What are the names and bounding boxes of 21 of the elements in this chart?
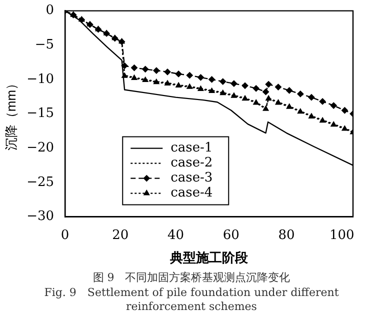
y-tick-label: −30 xyxy=(26,209,54,224)
legend-label: case-2 xyxy=(170,156,213,171)
y-tick-label: −25 xyxy=(26,174,54,190)
x-tick-label: 0 xyxy=(60,228,70,243)
y-axis-title: 沉降（mm） xyxy=(3,76,18,151)
y-tick-label: −10 xyxy=(26,72,54,87)
y-tick-label: 0 xyxy=(46,3,54,18)
x-tick-label: 60 xyxy=(222,228,240,243)
x-tick-label: 100 xyxy=(330,228,354,243)
x-tick-label: 80 xyxy=(278,228,295,243)
x-axis-title: 典型施工阶段 xyxy=(169,250,250,265)
x-tick-label: 20 xyxy=(112,228,129,243)
caption: 图 9 不同加固方案桥基观测点沉降变化 xyxy=(92,271,292,285)
legend-label: case-4 xyxy=(170,186,213,201)
legend-label: case-1 xyxy=(170,140,213,156)
y-tick-label: −5 xyxy=(34,38,54,53)
legend-label: case-3 xyxy=(170,170,213,186)
y-tick-label: −15 xyxy=(26,106,54,122)
y-tick-label: −20 xyxy=(26,140,54,156)
x-tick-label: 40 xyxy=(168,228,184,243)
caption: Fig. 9 Settlement of pile foundation under different reinforcement schemes xyxy=(43,286,340,314)
